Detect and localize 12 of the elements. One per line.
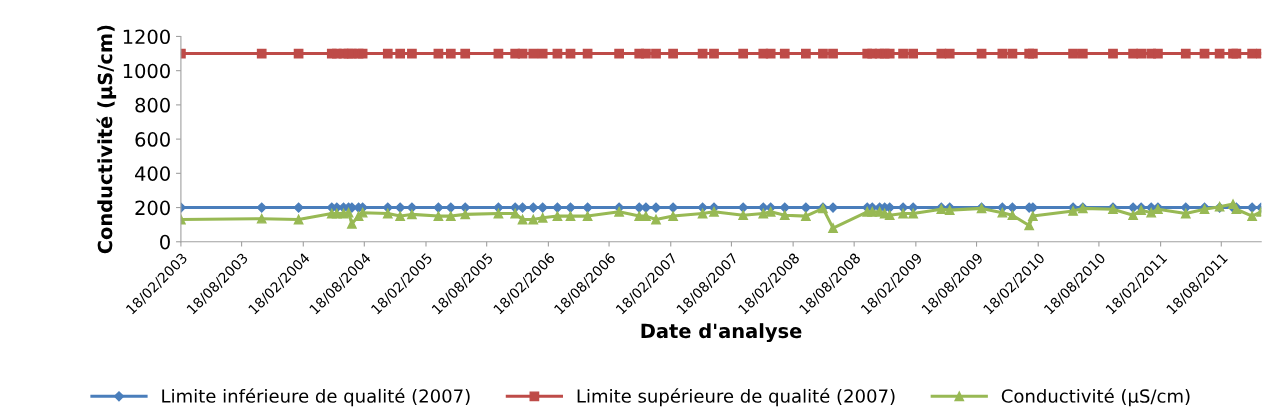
y-tick-label: 0 — [160, 234, 170, 250]
x-axis-title: Date d'analyse — [641, 323, 802, 343]
y-tick-label: 400 — [135, 166, 170, 181]
y-tick-label: 1000 — [123, 63, 170, 79]
legend-label: Limite inférieure de qualité (2007) — [162, 388, 470, 407]
y-axis-title: Conductivité (µS/cm) — [96, 25, 117, 254]
y-tick-label: 200 — [135, 200, 170, 216]
y-tick-label: 1200 — [123, 29, 170, 45]
legend-label: Limite supérieure de qualité (2007) — [577, 388, 895, 407]
y-tick-label: 800 — [135, 97, 170, 113]
legend-label: Conductivité (µS/cm) — [1001, 388, 1190, 407]
y-tick-label: 600 — [135, 132, 170, 147]
